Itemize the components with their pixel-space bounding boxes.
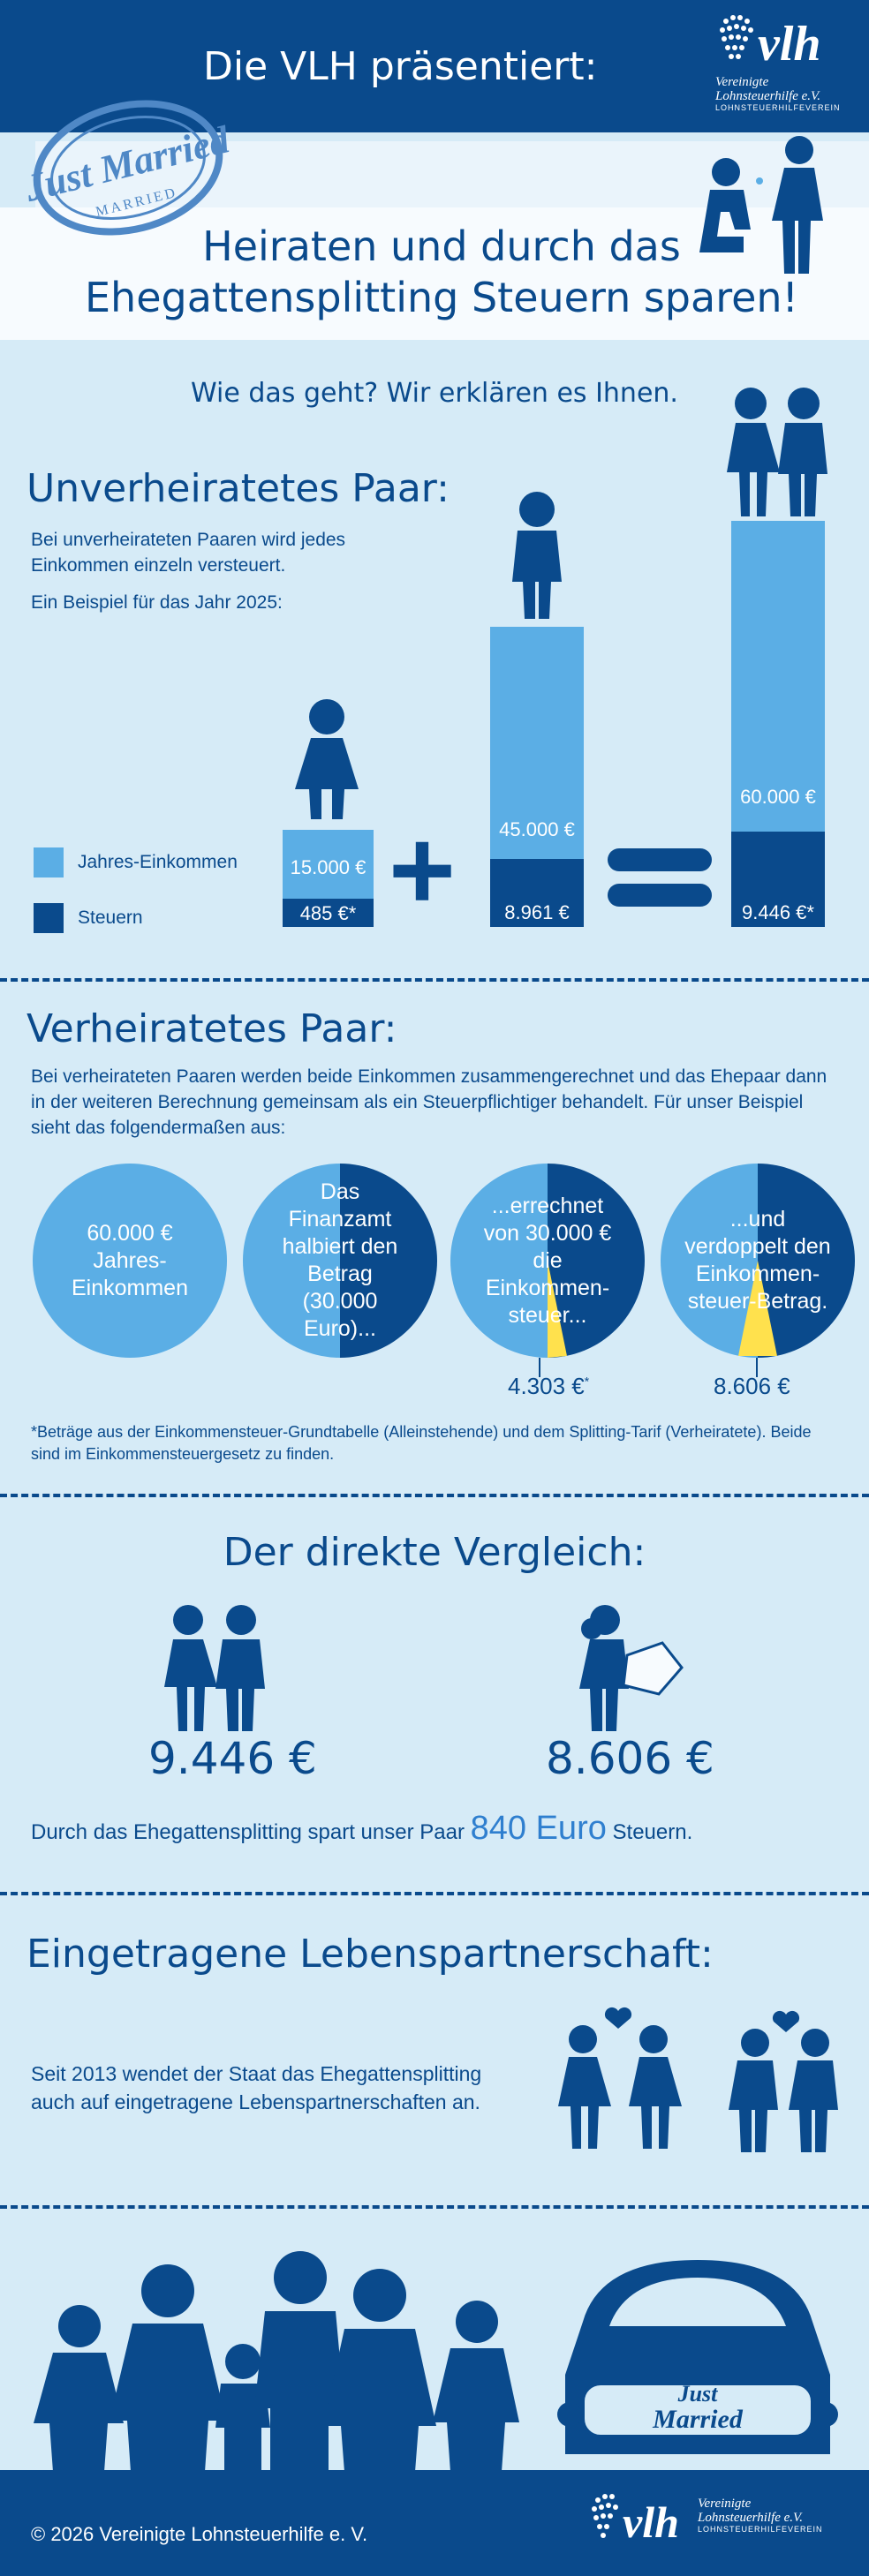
woman-icon (295, 699, 359, 819)
example-text: Ein Beispiel für das Jahr 2025: (31, 592, 283, 613)
unmarried-tax-total: 9.446 € (148, 1733, 317, 1784)
main-title-line2: Ehegattensplitting Steuern sparen! (84, 274, 798, 321)
savings-amount: 840 Euro (470, 1810, 607, 1847)
savings-text-before: Durch das Ehegattensplitting spart unser… (31, 1820, 465, 1844)
amount-single-value: 4.303 € (508, 1373, 585, 1399)
proposal-couple-icon (699, 136, 823, 274)
unmarried-couple-icon (164, 1605, 265, 1731)
logo-line3: LOHNSTEUERHILFEVEREIN (715, 103, 841, 112)
footer-logo: vlh Vereinigte Lohnsteuerhilfe e.V. LOHN… (587, 2481, 861, 2569)
bar1-tax-label: 485 €* (299, 902, 357, 924)
bar3-income-label: 60.000 € (740, 786, 816, 808)
bar2-tax: 8.961 € (490, 859, 584, 927)
circle-income-text: 60.000 € Jahres-Einkommen (72, 1220, 188, 1300)
bar3-tax-label: 9.446 €* (742, 901, 814, 923)
tax-wedge-1 (548, 1261, 567, 1358)
bar2-income: 45.000 € (490, 627, 584, 859)
footer-logo-line1: Vereinigte (698, 2497, 752, 2511)
legend-income-label: Jahres-Einkommen (78, 852, 238, 872)
circle-double: ...und verdoppelt den Einkommen-steuer-B… (661, 1164, 855, 1358)
wedding-car-icon: Just Married (557, 2260, 838, 2454)
couple-icon (727, 388, 827, 516)
divider-2 (0, 1494, 869, 1497)
married-text: Bei verheirateten Paaren werden beide Ei… (31, 1066, 827, 1138)
logo-line2: Lohnsteuerhilfe e.V. (715, 89, 821, 103)
plus-sign: + (389, 805, 456, 934)
circle-calculate-text: ...errechnet von 30.000 € die Einkommen-… (483, 1193, 612, 1328)
main-title-line1: Heiraten und durch das (202, 222, 681, 270)
header-title: Die VLH präsentiert: (203, 44, 598, 89)
savings-sentence: Durch das Ehegattensplitting spart unser… (31, 1810, 692, 1848)
bar3-income: 60.000 € (731, 521, 825, 832)
footer-logo-line3: LOHNSTEUERHILFEVEREIN (698, 2525, 823, 2534)
circle-income: 60.000 € Jahres-Einkommen (33, 1164, 227, 1358)
amount-single: 4.303 €* (508, 1373, 589, 1400)
equals-sign: = (608, 843, 712, 914)
footnote: *Beträge aus der Einkommensteuer-Grundta… (31, 1423, 812, 1463)
bar2-tax-label: 8.961 € (504, 901, 570, 923)
car-text-line2: Married (652, 2405, 744, 2434)
female-couple-icon (558, 2007, 682, 2149)
footer-logo-line2: Lohnsteuerhilfe e.V. (698, 2511, 804, 2525)
bar1-tax: 485 €* (283, 899, 374, 927)
man-icon (512, 492, 562, 619)
car-text-line1: Just (677, 2381, 719, 2407)
pointer-1 (539, 1358, 540, 1377)
divider-4 (0, 2205, 869, 2209)
married-couple-icon (579, 1605, 684, 1731)
bar2-income-label: 45.000 € (499, 818, 575, 840)
vlh-logo-icon: vlh (720, 15, 821, 72)
divider-3 (0, 1892, 869, 1895)
vlh-logo: vlh Vereinigte Lohnsteuerhilfe e.V. LOHN… (715, 9, 861, 115)
just-married-stamp-icon: Just Married MARRIED (20, 100, 234, 236)
savings-text-after: Steuern. (612, 1820, 693, 1844)
amount-single-star: * (584, 1374, 590, 1389)
male-couple-icon (729, 2010, 838, 2152)
footer-copyright: © 2026 Vereinigte Lohnsteuerhilfe e. V. (31, 2523, 368, 2545)
footer-logo-icon: vlh (592, 2494, 679, 2547)
family-icon (34, 2251, 519, 2472)
bar1-income: 15.000 € (283, 830, 374, 899)
legend-income-swatch (34, 847, 64, 877)
unmarried-text: Bei unverheirateten Paaren wird jedes Ei… (31, 530, 346, 576)
intro-text: Wie das geht? Wir erklären es Ihnen. (191, 378, 678, 409)
partnership-heading: Eingetragene Lebenspartnerschaft: (26, 1932, 714, 1977)
svg-text:vlh: vlh (623, 2497, 679, 2547)
svg-text:vlh: vlh (758, 17, 821, 71)
tax-wedge-2 (738, 1261, 777, 1356)
pointer-2 (756, 1358, 758, 1377)
unmarried-heading: Unverheiratetes Paar: (26, 466, 450, 511)
legend-tax-swatch (34, 903, 64, 933)
main-title: Heiraten und durch das Ehegattensplittin… (35, 221, 848, 323)
bar1-income-label: 15.000 € (290, 856, 366, 878)
circle-double-text: ...und verdoppelt den Einkommen-steuer-B… (684, 1207, 831, 1314)
partnership-text: Seit 2013 wendet der Staat das Ehegatten… (31, 2062, 482, 2113)
married-tax-total: 8.606 € (546, 1733, 714, 1784)
legend-tax-label: Steuern (78, 908, 143, 928)
circle-halve-text: Das Finanzamt halbiert den Betrag (30.00… (282, 1179, 398, 1341)
divider-1 (0, 978, 869, 982)
amount-doubled: 8.606 € (714, 1373, 790, 1399)
married-heading: Verheiratetes Paar: (26, 1006, 397, 1051)
footer-bar (0, 2470, 869, 2576)
circle-halve: Das Finanzamt halbiert den Betrag (30.00… (243, 1164, 437, 1358)
logo-line1: Vereinigte (715, 75, 769, 89)
circle-calculate: ...errechnet von 30.000 € die Einkommen-… (450, 1164, 645, 1358)
comparison-heading: Der direkte Vergleich: (223, 1530, 646, 1575)
bar3-tax: 9.446 €* (731, 832, 825, 927)
